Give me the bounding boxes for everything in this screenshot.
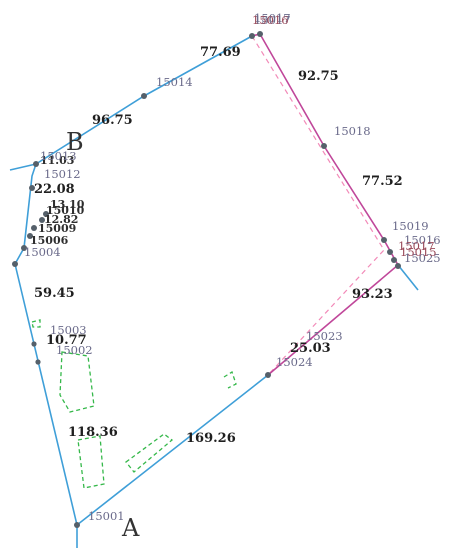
length-center: 25.03 — [290, 341, 331, 356]
pointid-15024: 15024 — [276, 355, 313, 369]
blue-stub-left — [9, 163, 37, 171]
pointid-15014: 15014 — [156, 75, 193, 89]
vertex-15001[interactable] — [74, 522, 80, 528]
corner-label-b: B — [66, 128, 84, 156]
length-top: 77.69 — [200, 45, 241, 60]
vertex-right-3[interactable] — [395, 263, 401, 269]
pointid-15012: 15012 — [44, 167, 81, 181]
length-top-left: 96.75 — [92, 113, 133, 128]
magenta-boundary — [251, 33, 399, 376]
vertex-left-3[interactable] — [31, 225, 37, 231]
length-lower-right: 93.23 — [352, 287, 393, 302]
vertex-15014[interactable] — [141, 93, 147, 99]
pointid-15003: 15003 — [50, 323, 87, 337]
pointid-15001: 15001 — [88, 509, 125, 523]
vertex-left-5[interactable] — [43, 211, 49, 217]
length-left-cluster: 22.08 — [34, 182, 75, 197]
length-left-mid: 10.77 — [46, 333, 87, 348]
length-bottom: 169.26 — [186, 431, 236, 446]
vertex-left-2[interactable] — [27, 233, 33, 239]
blue-left-edge — [14, 263, 269, 527]
length-left-cluster-a: 11.03 — [40, 154, 74, 167]
vertex-15004[interactable] — [12, 261, 18, 267]
vertex-15013[interactable] — [33, 161, 39, 167]
pointid-15018: 15018 — [334, 124, 371, 138]
overlap-right-stack: 15017 — [398, 239, 435, 253]
vertex-left-4[interactable] — [39, 217, 45, 223]
length-left-upper: 59.45 — [34, 286, 75, 301]
vertices — [12, 31, 401, 528]
overlap-left-stack2: 15009 — [38, 222, 76, 235]
vertex-top-1[interactable] — [249, 33, 255, 39]
vertex-15002[interactable] — [35, 359, 41, 365]
pointid-15016: 15016 — [404, 233, 441, 247]
green-feature-5 — [31, 319, 41, 328]
vertex-15018[interactable] — [321, 143, 327, 149]
vertex-15003[interactable] — [31, 341, 37, 347]
magenta-lower-right-edge — [267, 264, 399, 376]
overlap-right-stack2: 15015 — [400, 245, 437, 259]
vertex-right-2[interactable] — [391, 257, 397, 263]
overlap-left-stack: 15010 — [46, 204, 85, 217]
vertex-15024[interactable] — [265, 372, 271, 378]
length-upper-right: 92.75 — [298, 69, 339, 84]
green-feature-4 — [223, 371, 237, 389]
green-feature-1 — [59, 351, 95, 413]
pointid-15004: 15004 — [24, 245, 61, 259]
length-left-cluster-b: 13.10 — [50, 198, 85, 211]
pointid-15015: 15017 — [254, 11, 291, 25]
blue-stub-right — [397, 264, 419, 291]
vertex-15019[interactable] — [381, 237, 387, 243]
length-right: 77.52 — [362, 174, 403, 189]
vertex-15012[interactable] — [29, 185, 35, 191]
corner-label-a: A — [121, 514, 140, 542]
vertex-left-1[interactable] — [21, 245, 27, 251]
pointid-15025: 15025 — [404, 251, 441, 265]
green-feature-2 — [77, 435, 105, 489]
overlap-left-stack3: 15006 — [30, 234, 69, 247]
green-feature-3 — [125, 433, 174, 473]
pointid-15013: 15013 — [40, 149, 77, 163]
green-dashed-features — [31, 319, 237, 489]
vertex-right-1[interactable] — [387, 249, 393, 255]
pointid-15019: 15019 — [392, 219, 429, 233]
pointid-15023: 15023 — [306, 329, 343, 343]
pointid-15017: 15017 — [254, 13, 291, 27]
pink-dashed-boundary — [251, 35, 385, 376]
length-left-cluster-c: 12.82 — [44, 213, 78, 226]
length-left-lower: 118.36 — [68, 425, 118, 440]
vertex-top-2[interactable] — [257, 31, 263, 37]
blue-top-left-edge — [14, 35, 253, 265]
pointid-15002: 15002 — [56, 343, 93, 357]
overlap-top-stack: 15016 — [252, 13, 289, 27]
